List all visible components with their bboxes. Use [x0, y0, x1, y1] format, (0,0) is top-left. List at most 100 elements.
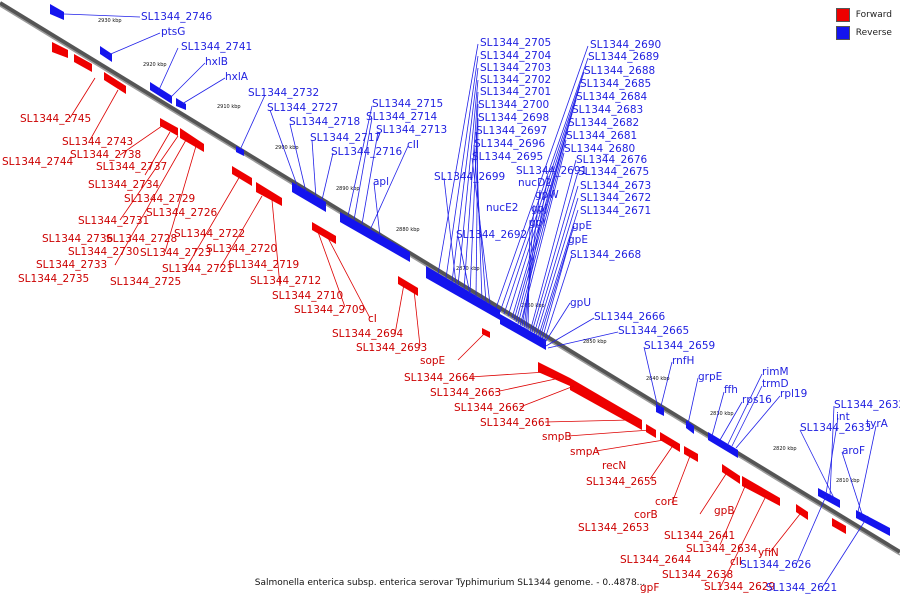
forward-gene-label[interactable]: cII	[730, 556, 742, 568]
reverse-gene-label[interactable]: SL1344_2688	[584, 65, 655, 77]
reverse-gene-label[interactable]: SL1344_2716	[331, 146, 403, 158]
reverse-gene-label[interactable]: SL1344_2668	[570, 249, 641, 261]
forward-gene[interactable]	[722, 464, 740, 484]
reverse-gene-label[interactable]: SL1344_2692	[456, 229, 527, 241]
forward-gene-label[interactable]: SL1344_2743	[62, 136, 133, 148]
reverse-gene-label[interactable]: tyrA	[866, 418, 889, 430]
forward-gene[interactable]	[646, 424, 656, 438]
forward-gene-label[interactable]: corB	[634, 509, 658, 521]
forward-gene-label[interactable]: SL1344_2730	[68, 246, 139, 258]
forward-gene-label[interactable]: gpF	[640, 582, 659, 594]
reverse-gene-label[interactable]: SL1344_2690	[590, 39, 661, 51]
reverse-gene-label[interactable]: gpU	[570, 297, 591, 309]
forward-gene-label[interactable]: SL1344_2664	[404, 372, 476, 384]
reverse-gene-label[interactable]: SL1344_2671	[580, 205, 651, 217]
forward-gene-label[interactable]: SL1344_2641	[664, 530, 735, 542]
reverse-gene-label[interactable]: gpE	[568, 234, 588, 246]
reverse-gene-label[interactable]: SL1344_2689	[588, 51, 659, 63]
forward-gene[interactable]	[570, 378, 642, 430]
forward-gene-label[interactable]: yfiN	[758, 547, 779, 559]
reverse-gene-label[interactable]: SL1344_2702	[480, 74, 551, 86]
reverse-gene-label[interactable]: SL1344_2682	[568, 117, 639, 129]
reverse-gene[interactable]	[50, 4, 64, 20]
reverse-gene-label[interactable]: SL1344_2626	[740, 559, 812, 571]
reverse-gene-label[interactable]: rnfH	[672, 355, 694, 367]
reverse-gene-label[interactable]: nucD2	[518, 177, 552, 189]
forward-gene-label[interactable]: SL1344_2661	[480, 417, 551, 429]
reverse-gene-label[interactable]: SL1344_2700	[478, 99, 549, 111]
forward-gene[interactable]	[180, 128, 204, 152]
forward-gene-label[interactable]: sopE	[420, 355, 445, 367]
reverse-gene-label[interactable]: gpJ	[531, 203, 547, 215]
reverse-gene[interactable]	[340, 212, 410, 262]
reverse-gene-label[interactable]: SL1344_2621	[766, 582, 837, 594]
forward-gene[interactable]	[232, 166, 252, 186]
forward-gene-label[interactable]: SL1344_2725	[110, 276, 181, 288]
reverse-gene-label[interactable]: SL1344_2746	[141, 11, 213, 23]
forward-gene-label[interactable]: corE	[655, 496, 678, 508]
reverse-gene-label[interactable]: SL1344_2696	[474, 138, 546, 150]
forward-gene-label[interactable]: SL1344_2662	[454, 402, 525, 414]
forward-gene-label[interactable]: SL1344_2731	[78, 215, 149, 227]
forward-gene-label[interactable]: smpA	[570, 446, 600, 458]
forward-gene-label[interactable]: SL1344_2733	[36, 259, 107, 271]
reverse-gene-label[interactable]: rimM	[762, 366, 789, 378]
forward-gene[interactable]	[256, 182, 282, 206]
reverse-gene-label[interactable]: SL1344_2659	[644, 340, 715, 352]
forward-gene-label[interactable]: SL1344_2745	[20, 113, 91, 125]
forward-gene-label[interactable]: SL1344_2655	[586, 476, 657, 488]
reverse-gene-label[interactable]: apl	[373, 176, 389, 188]
reverse-gene-label[interactable]: SL1344_2705	[480, 37, 551, 49]
reverse-gene-label[interactable]: SL1344_2691	[516, 165, 587, 177]
reverse-gene[interactable]	[818, 488, 840, 508]
forward-gene-label[interactable]: SL1344_2719	[228, 259, 299, 271]
reverse-gene-label[interactable]: hxlA	[225, 71, 249, 83]
reverse-gene-label[interactable]: nucE2	[486, 202, 518, 214]
reverse-gene-label[interactable]: grpE	[698, 371, 722, 383]
reverse-gene-label[interactable]: SL1344_2715	[372, 98, 443, 110]
reverse-gene-label[interactable]: cII	[407, 139, 419, 151]
reverse-gene-label[interactable]: SL1344_2665	[618, 325, 689, 337]
forward-gene-label[interactable]: SL1344_2638	[662, 569, 733, 581]
reverse-gene[interactable]	[426, 266, 500, 320]
forward-gene-label[interactable]: smpB	[542, 431, 572, 443]
forward-gene-label[interactable]: SL1344_2738	[70, 149, 141, 161]
forward-gene-label[interactable]: SL1344_2737	[96, 161, 167, 173]
forward-gene[interactable]	[742, 476, 780, 506]
forward-gene-label[interactable]: SL1344_2663	[430, 387, 501, 399]
reverse-gene-label[interactable]: SL1344_2672	[580, 192, 651, 204]
forward-gene[interactable]	[684, 446, 698, 462]
forward-gene[interactable]	[398, 276, 418, 296]
reverse-gene-label[interactable]: gpE	[572, 220, 592, 232]
reverse-gene-label[interactable]: SL1344_2732	[248, 87, 319, 99]
reverse-gene-label[interactable]: SL1344_2697	[476, 125, 547, 137]
reverse-gene-label[interactable]: rps16	[742, 394, 772, 406]
forward-gene-label[interactable]: SL1344_2720	[206, 243, 277, 255]
forward-gene-label[interactable]: SL1344_2634	[686, 543, 758, 555]
reverse-gene-label[interactable]: SL1344_2698	[478, 112, 549, 124]
forward-gene-label[interactable]: SL1344_2644	[620, 554, 692, 566]
reverse-gene[interactable]	[292, 182, 326, 212]
forward-gene-label[interactable]: SL1344_2744	[2, 156, 74, 168]
reverse-gene-label[interactable]: SL1344_2681	[566, 130, 637, 142]
forward-gene-label[interactable]: SL1344_2694	[332, 328, 404, 340]
forward-gene-label[interactable]: SL1344_2736	[42, 233, 114, 245]
reverse-gene-label[interactable]: gpI	[529, 217, 545, 229]
forward-gene-label[interactable]: cI	[368, 313, 377, 325]
forward-gene-label[interactable]: SL1344_2709	[294, 304, 365, 316]
forward-gene-label[interactable]: SL1344_2735	[18, 273, 89, 285]
reverse-gene-label[interactable]: rpl19	[780, 388, 807, 400]
reverse-gene[interactable]	[500, 314, 546, 350]
forward-gene[interactable]	[796, 504, 808, 520]
reverse-gene-label[interactable]: ptsG	[161, 26, 185, 38]
forward-gene-label[interactable]: SL1344_2653	[578, 522, 649, 534]
forward-gene[interactable]	[482, 328, 490, 338]
forward-gene-label[interactable]: SL1344_2629	[704, 581, 775, 593]
reverse-gene-label[interactable]: SL1344_2683	[572, 104, 643, 116]
reverse-gene-label[interactable]: SL1344_2718	[289, 116, 360, 128]
reverse-gene-label[interactable]: SL1344_2673	[580, 180, 651, 192]
forward-gene-label[interactable]: SL1344_2728	[106, 233, 177, 245]
forward-gene-label[interactable]: SL1344_2712	[250, 275, 321, 287]
reverse-gene-label[interactable]: aroF	[842, 445, 865, 457]
reverse-gene[interactable]	[856, 510, 890, 536]
